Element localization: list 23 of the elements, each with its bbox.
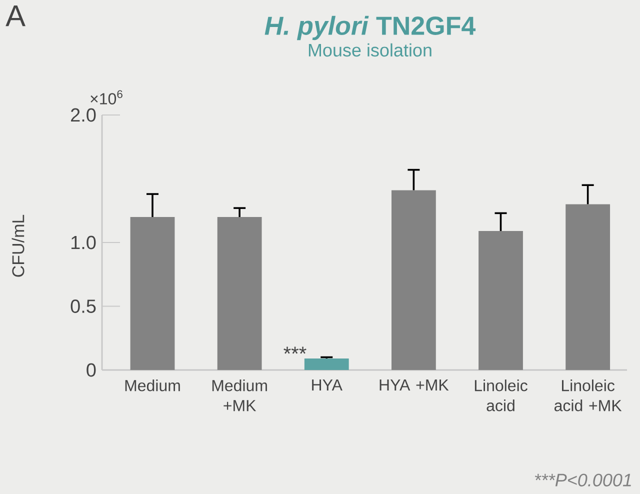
text: ***P<0.0001 [534,474,631,486]
x-tick-label: Linoleic acid +MK [554,380,622,412]
bar [304,358,349,370]
bar [391,190,436,370]
annotation: *** [284,346,306,354]
bar [478,231,523,370]
chart-subtitle: Mouse isolation [308,43,432,57]
x-tick-label: Medium [125,380,180,392]
chart-title: H. pylori TN2GF4 [264,16,476,40]
bar [217,216,262,370]
text: ×10$^{6}$ [90,90,122,104]
y-tick-label: 0.5 [70,300,96,313]
y-tick-label: 0 [86,363,96,377]
y-axis-title: CFU/mL [12,214,24,277]
x-tick-label: Medium +MK [212,380,267,412]
x-tick-label: HYA +MK [380,380,449,391]
x-tick-label: HYA [312,380,342,391]
text: A [6,6,26,26]
bar [566,204,610,370]
y-tick-label: 1.0 [72,236,96,250]
y-tick-label: 2.0 [71,108,96,122]
x-tick-label: Linoleic acid [474,380,528,412]
bar [130,216,175,370]
